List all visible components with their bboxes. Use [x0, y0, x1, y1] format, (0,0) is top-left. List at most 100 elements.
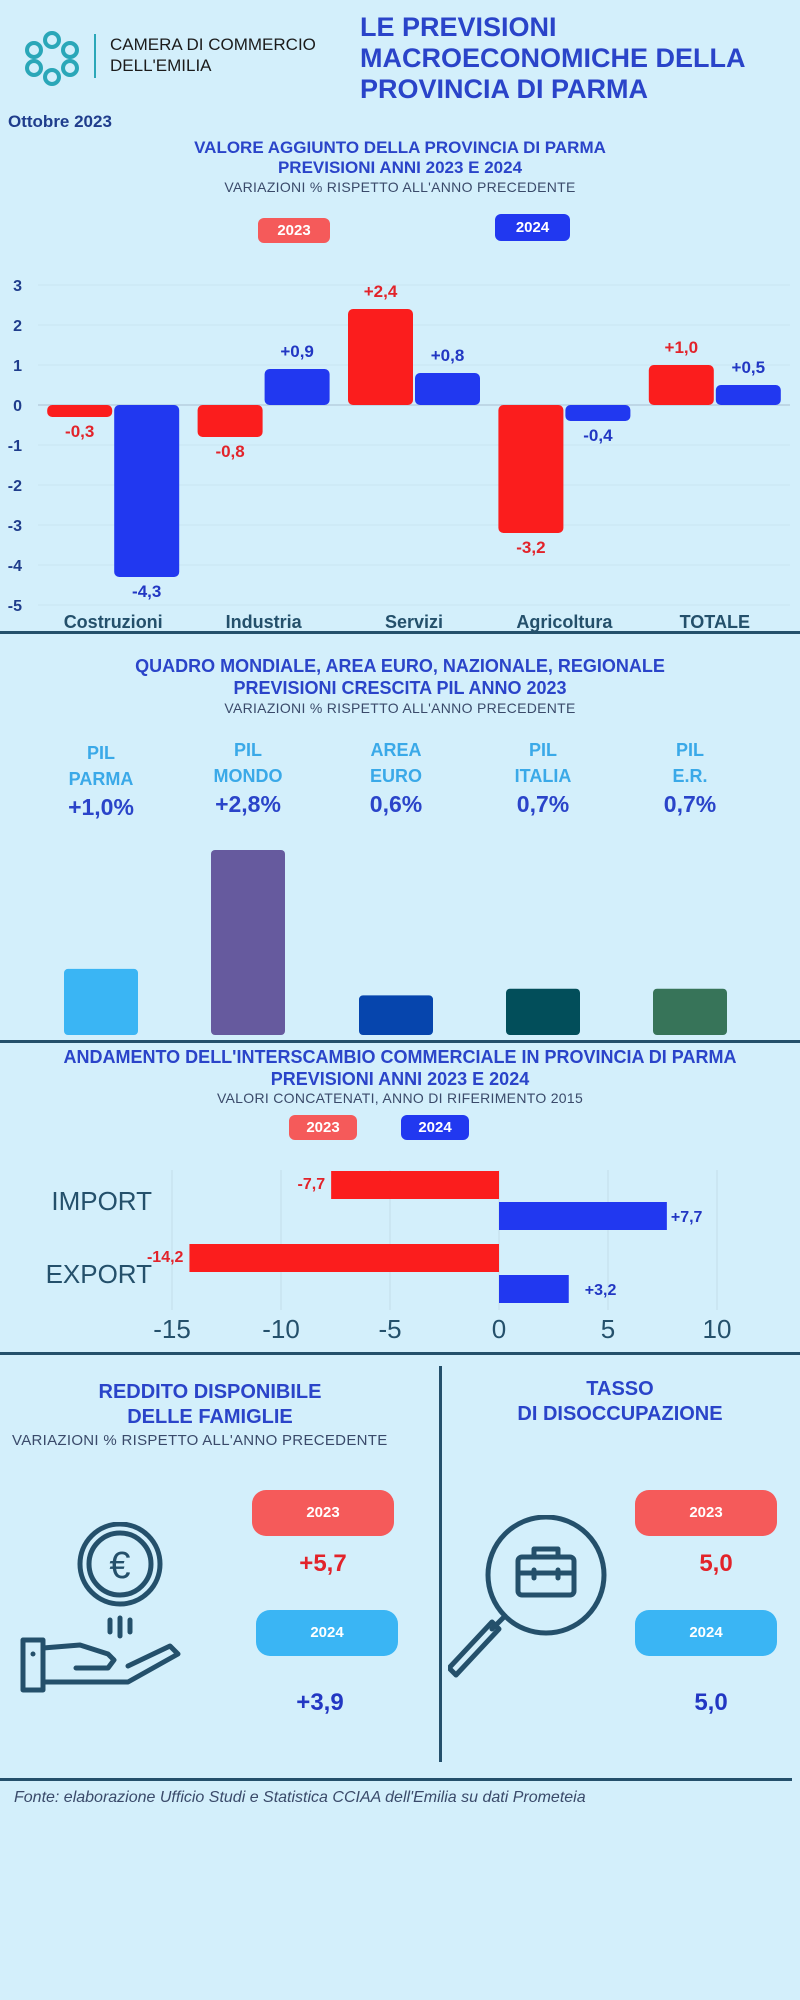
unemployment-value-2024: 5,0 [694, 1689, 728, 1716]
section2-subtitle: VARIAZIONI % RISPETTO ALL'ANNO PRECEDENT… [224, 700, 576, 716]
data-label: +2,4 [364, 282, 398, 301]
org-line-2: DELL'EMILIA [110, 56, 212, 75]
income-pill-2023: 2023 [252, 1490, 394, 1536]
x-tick-label: 10 [703, 1314, 732, 1344]
pil-value: 0,7% [516, 791, 570, 817]
x-tick-label: -5 [378, 1314, 401, 1344]
legend-2024: 2024 [495, 214, 570, 241]
unemployment-value-2023: 5,0 [699, 1550, 733, 1577]
y-tick-label: -4 [8, 558, 22, 575]
pil-label-line-2: PARMA [68, 769, 134, 789]
section-divider-3 [0, 1352, 800, 1355]
data-label: +3,2 [585, 1282, 617, 1299]
bar-2024-industria [264, 369, 330, 405]
header: CAMERA DI COMMERCIO DELL'EMILIA LE PREVI… [0, 0, 800, 135]
section-divider-4 [0, 1778, 792, 1781]
pil-label-4: PIL ITALIA 0,7% [463, 737, 623, 819]
data-label: -4,3 [132, 582, 161, 601]
hand-coin-icon: € [20, 1522, 181, 1693]
data-label: -7,7 [298, 1176, 326, 1193]
income-title-line-2: DELLE FAMIGLIE [127, 1406, 293, 1428]
pil-label-line-2: E.R. [672, 766, 708, 786]
bar-2023-servizi [348, 309, 413, 405]
section3-title: ANDAMENTO DELL'INTERSCAMBIO COMMERCIALE … [0, 1046, 800, 1090]
pil-value: 0,6% [369, 791, 423, 817]
source-note: Fonte: elaborazione Ufficio Studi e Stat… [14, 1789, 586, 1806]
magnifier-briefcase-icon [448, 1515, 607, 1678]
pil-label-line-1: AREA [370, 740, 422, 760]
bar-2024-servizi [415, 373, 480, 405]
section3-subtitle: VALORI CONCATENATI, ANNO DI RIFERIMENTO … [216, 1090, 584, 1106]
pil-label-line-2: EURO [369, 766, 422, 786]
pil-label-1: PIL PARMA +1,0% [21, 740, 181, 822]
y-tick-label: -5 [8, 598, 22, 615]
x-tick-label: -15 [153, 1314, 191, 1344]
data-label: +0,9 [280, 342, 314, 361]
vertical-divider [439, 1366, 442, 1762]
income-subtitle: VARIAZIONI % RISPETTO ALL'ANNO PRECEDENT… [12, 1432, 388, 1449]
euro-symbol: € [109, 1545, 130, 1587]
data-label: +0,8 [431, 346, 465, 365]
logo-divider [94, 34, 96, 78]
y-tick-label: -1 [8, 438, 22, 455]
y-tick-label: 0 [13, 398, 22, 415]
pil-bar-1 [64, 968, 138, 1035]
pil-bar-5 [653, 988, 727, 1035]
x-tick-label: Servizi [385, 612, 443, 632]
pil-label-5: PIL E.R. 0,7% [610, 737, 770, 819]
x-tick-label: Costruzioni [64, 612, 163, 632]
pil-chart [64, 850, 727, 1035]
category-label-export: EXPORT [46, 1259, 153, 1289]
income-value-2024: +3,9 [296, 1689, 344, 1716]
unemployment-pill-2023: 2023 [635, 1490, 777, 1536]
x-tick-label: 0 [492, 1314, 506, 1344]
category-label-import: IMPORT [51, 1186, 152, 1216]
report-date: Ottobre 2023 [8, 112, 112, 131]
pil-label-2: PIL MONDO +2,8% [168, 737, 328, 819]
unemployment-title-line-2: DI DISOCCUPAZIONE [517, 1403, 723, 1425]
x-tick-label: TOTALE [680, 612, 750, 632]
org-line-1: CAMERA DI COMMERCIO [110, 35, 316, 54]
income-title-line-1: REDDITO DISPONIBILE [98, 1381, 322, 1403]
data-label: -0,4 [583, 426, 613, 445]
section1-subtitle: VARIAZIONI % RISPETTO ALL'ANNO PRECEDENT… [224, 179, 576, 195]
data-label: -0,8 [215, 442, 244, 461]
page-title: LE PREVISIONI MACROECONOMICHE DELLA PROV… [360, 12, 746, 105]
pil-bar-4 [506, 988, 580, 1035]
x-tick-label: Agricoltura [516, 612, 613, 632]
logo-icon [25, 31, 79, 86]
y-tick-label: 2 [13, 318, 22, 335]
section1-title: VALORE AGGIUNTO DELLA PROVINCIA DI PARMA… [0, 138, 800, 178]
pil-value: 0,7% [663, 791, 717, 817]
bar-2024-totale [715, 385, 781, 405]
bar-2023-agricoltura [498, 405, 564, 533]
income-pill-2024: 2024 [256, 1610, 398, 1656]
pil-label-line-2: ITALIA [514, 766, 572, 786]
trade-bar-2024-import [499, 1202, 667, 1230]
y-tick-label: 3 [13, 278, 22, 295]
data-label: -14,2 [147, 1249, 184, 1266]
income-value-2023: +5,7 [299, 1550, 347, 1577]
y-tick-label: -2 [8, 478, 22, 495]
pil-value: +1,0% [68, 794, 134, 820]
pil-bar-2 [211, 850, 285, 1035]
title-line-3: PROVINCIA DI PARMA [360, 74, 649, 104]
pil-label-line-2: MONDO [213, 766, 283, 786]
pil-label-line-1: PIL [86, 743, 115, 763]
pil-label-line-1: PIL [675, 740, 704, 760]
pil-bar-3 [359, 995, 433, 1035]
bar-2023-costruzioni [47, 405, 113, 417]
section2-title-line-2: PREVISIONI CRESCITA PIL ANNO 2023 [233, 678, 567, 698]
data-label: -0,3 [65, 422, 94, 441]
section3-title-line-1: ANDAMENTO DELL'INTERSCAMBIO COMMERCIALE … [63, 1047, 737, 1067]
bar-2024-agricoltura [565, 405, 631, 421]
section2-title-line-1: QUADRO MONDIALE, AREA EURO, NAZIONALE, R… [135, 656, 665, 676]
y-tick-label: 1 [13, 358, 22, 375]
section-divider-2 [0, 1040, 800, 1043]
section3-title-line-2: PREVISIONI ANNI 2023 E 2024 [270, 1069, 530, 1089]
y-tick-label: -3 [8, 518, 22, 535]
data-label: +1,0 [665, 338, 699, 357]
unemployment-title: TASSO DI DISOCCUPAZIONE [460, 1377, 780, 1427]
trade-bar-2024-export [499, 1275, 569, 1303]
trade-bar-2023-export [189, 1244, 499, 1272]
